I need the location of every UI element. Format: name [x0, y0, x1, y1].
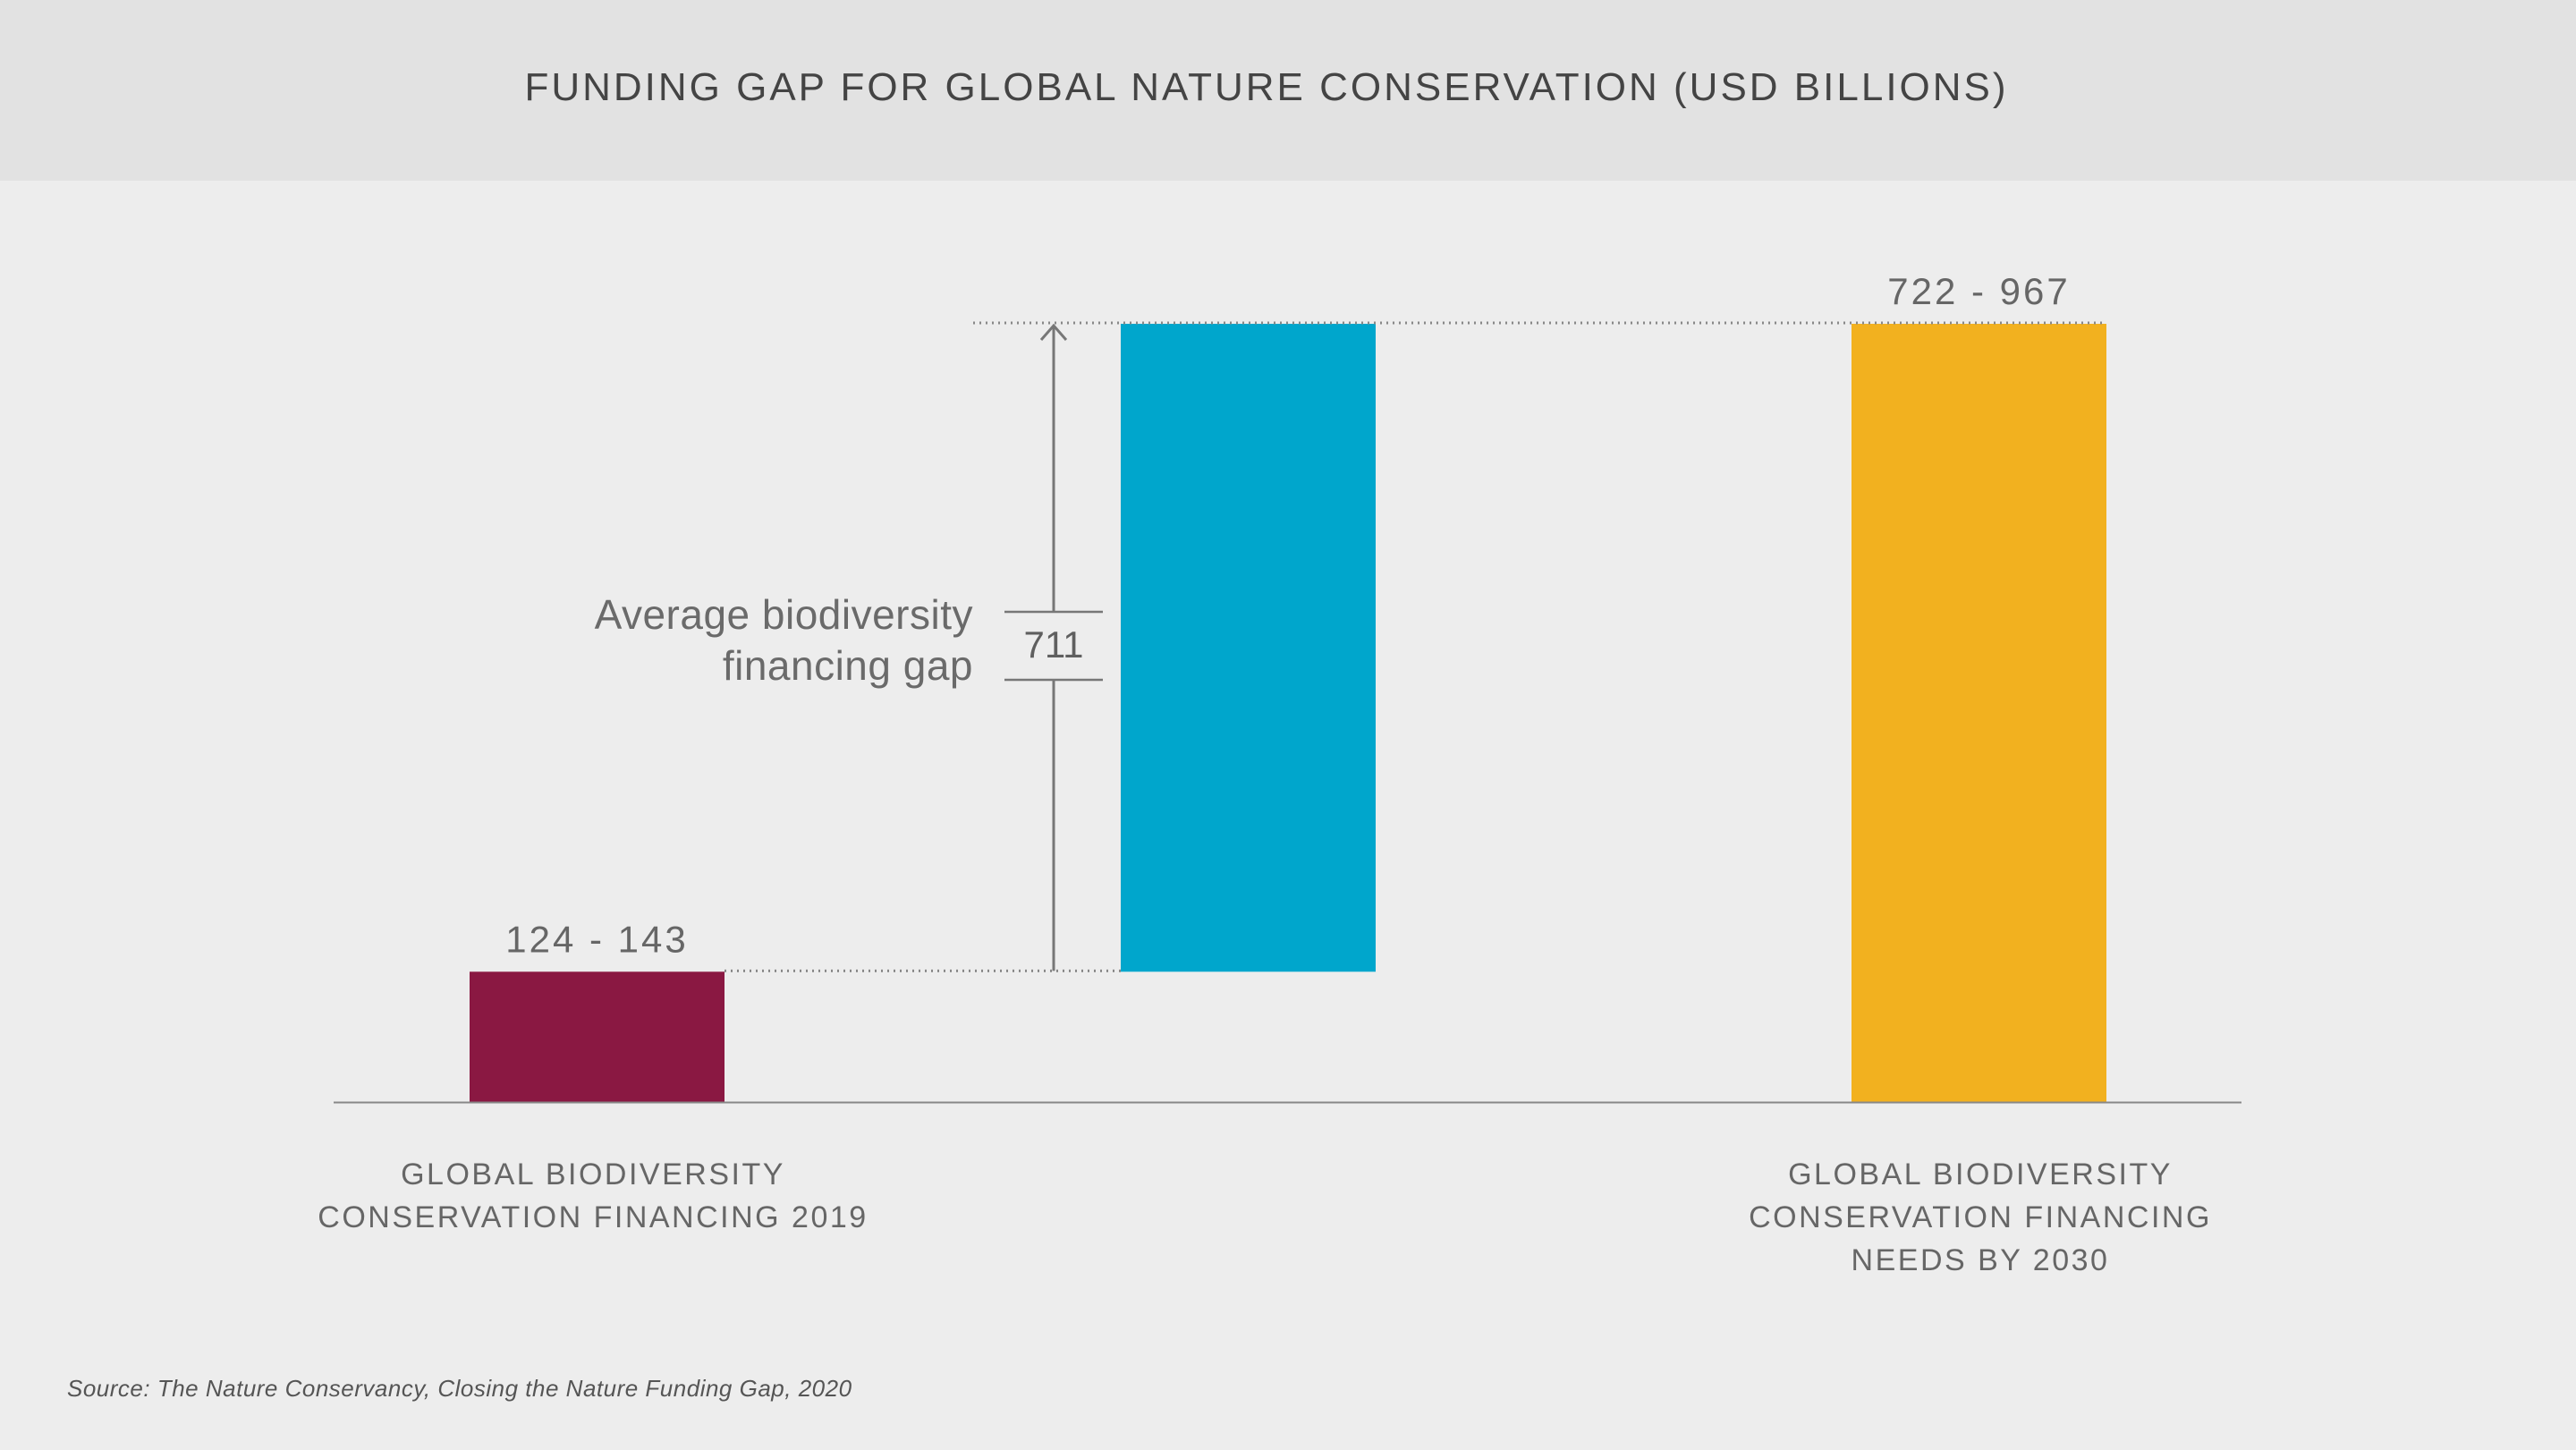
- gap-annotation-label: Average biodiversity financing gap: [594, 591, 973, 689]
- chart-title: FUNDING GAP FOR GLOBAL NATURE CONSERVATI…: [524, 65, 2009, 109]
- chart-header: FUNDING GAP FOR GLOBAL NATURE CONSERVATI…: [0, 0, 2576, 181]
- category-label-2019: GLOBAL BIODIVERSITY CONSERVATION FINANCI…: [318, 1157, 869, 1234]
- source-note: Source: The Nature Conservancy, Closing …: [67, 1375, 852, 1402]
- bar-2030-needs: [1852, 324, 2106, 1102]
- bar-2019-financing: [470, 971, 724, 1102]
- gap-arrow-head: [1039, 323, 1068, 341]
- data-label-2019: 124 - 143: [505, 918, 688, 960]
- data-label-2030: 722 - 967: [1887, 270, 2070, 312]
- gap-value-label: 711: [1024, 623, 1084, 666]
- category-label-2030: GLOBAL BIODIVERSITY CONSERVATION FINANCI…: [1749, 1157, 2212, 1277]
- bar-financing-gap: [1121, 324, 1376, 972]
